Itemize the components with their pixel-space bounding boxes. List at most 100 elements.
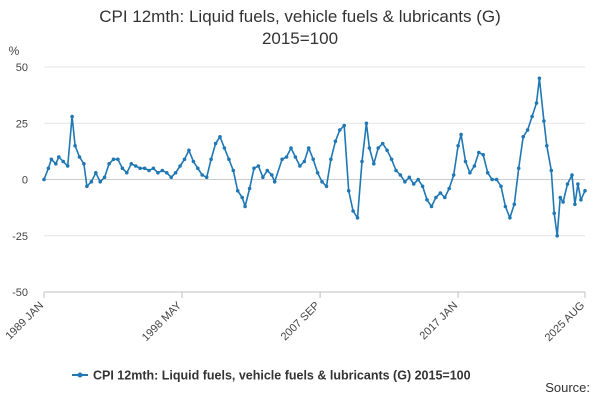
data-point [579, 198, 583, 202]
data-point [552, 211, 556, 216]
data-point [364, 121, 369, 126]
data-point [82, 162, 86, 166]
data-point [85, 184, 89, 189]
data-point [252, 166, 256, 171]
data-point [240, 195, 244, 200]
data-point [537, 76, 542, 81]
data-point [165, 171, 169, 175]
x-tick-label: 2025 AUG [543, 300, 587, 344]
data-point [394, 168, 398, 173]
data-point [160, 168, 165, 173]
data-point [120, 166, 125, 171]
data-point [89, 180, 94, 184]
data-point [333, 139, 338, 144]
data-point [142, 166, 147, 171]
data-point [218, 135, 222, 139]
data-point [324, 184, 329, 189]
data-point [512, 202, 517, 207]
data-point [549, 168, 554, 173]
data-point [156, 171, 160, 175]
data-point [98, 180, 102, 184]
data-point [222, 146, 227, 150]
data-point [231, 168, 236, 173]
data-point [133, 164, 138, 168]
data-point [583, 189, 587, 193]
data-point [329, 157, 333, 162]
data-point [256, 164, 261, 168]
data-point [485, 171, 490, 175]
data-point [284, 155, 289, 159]
data-point [456, 144, 460, 148]
data-point [94, 171, 98, 175]
data-point [481, 153, 486, 157]
data-point [169, 175, 173, 180]
data-point [65, 164, 70, 168]
data-point [73, 144, 77, 148]
data-point [573, 202, 577, 207]
data-point [243, 204, 247, 209]
data-point [138, 166, 142, 171]
data-point [443, 195, 447, 200]
data-point [173, 171, 178, 175]
grid-lines [44, 66, 585, 293]
data-point [42, 177, 46, 182]
data-point [261, 175, 265, 180]
data-point [125, 171, 129, 175]
legend[interactable]: CPI 12mth: Liquid fuels, vehicle fuels &… [72, 369, 471, 383]
data-point [54, 162, 58, 166]
x-tick-label: 2017 JAN [418, 300, 461, 343]
x-tick-label: 2007 SEP [279, 300, 323, 344]
data-point [102, 175, 107, 180]
data-point [351, 209, 355, 213]
data-point [320, 180, 324, 184]
data-point [499, 184, 503, 189]
series-layer [42, 76, 587, 238]
data-point [521, 135, 525, 139]
data-point [451, 173, 456, 177]
data-point [116, 157, 120, 162]
data-point [280, 157, 284, 162]
data-point [46, 166, 51, 171]
chart-title-line-2: 2015=100 [261, 29, 339, 48]
data-point [434, 195, 438, 200]
data-point [542, 119, 546, 123]
data-point [403, 180, 407, 184]
data-point [525, 128, 530, 132]
data-point [182, 157, 187, 162]
data-point [306, 146, 311, 150]
data-point [463, 159, 468, 164]
data-point [389, 157, 394, 162]
y-tick-label: 0 [22, 175, 28, 187]
data-point [315, 171, 320, 175]
source-label: Source: [545, 380, 590, 395]
data-point [57, 155, 61, 159]
data-point [407, 175, 412, 180]
data-point [247, 186, 252, 191]
data-point [191, 159, 196, 164]
data-point [576, 182, 580, 186]
data-point [380, 141, 385, 146]
data-point [555, 234, 559, 238]
y-axis: 50 25 0 -25 -50% [9, 44, 28, 299]
data-point [338, 128, 342, 132]
data-point [49, 157, 54, 162]
data-point [61, 159, 65, 164]
data-point [355, 216, 360, 220]
data-point [447, 186, 452, 191]
data-point [270, 173, 274, 177]
data-point [289, 146, 293, 150]
y-tick-label: 25 [16, 118, 28, 130]
data-point [77, 155, 82, 159]
data-point [311, 157, 316, 162]
data-point [272, 180, 277, 184]
data-point [376, 146, 381, 150]
data-point [416, 177, 421, 182]
data-point [372, 162, 376, 166]
data-point [129, 162, 134, 166]
data-point [472, 164, 477, 168]
data-point [204, 175, 209, 180]
chart-title-line-1: CPI 12mth: Liquid fuels, vehicle fuels &… [99, 7, 501, 26]
data-point [293, 155, 298, 159]
y-tick-label: 50 [16, 62, 28, 74]
